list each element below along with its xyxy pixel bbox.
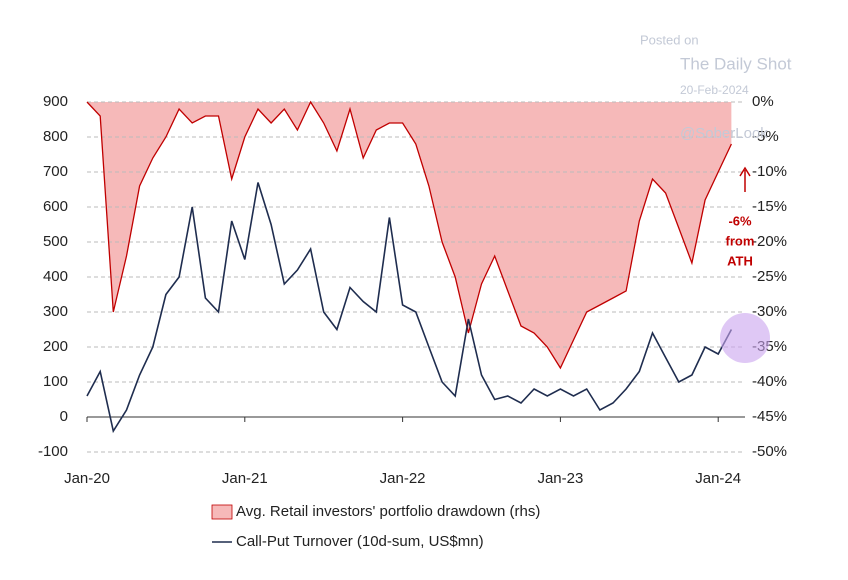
y2-tick-label: -5% (752, 128, 779, 145)
x-tick-label: Jan-24 (695, 470, 741, 487)
y-tick-label: 500 (43, 233, 68, 250)
y2-tick-label: -10% (752, 163, 787, 180)
watermark: The Daily Shot (680, 54, 792, 73)
y-tick-label: 400 (43, 268, 68, 285)
y-tick-label: 800 (43, 128, 68, 145)
watermark: @SoberLook (680, 125, 768, 142)
y-tick-label: 0 (60, 408, 68, 425)
y2-tick-label: -15% (752, 198, 787, 215)
annotation: -6% (728, 213, 752, 228)
y2-tick-label: 0% (752, 93, 774, 110)
area-edge (86, 100, 732, 370)
legend-label: Avg. Retail investors' portfolio drawdow… (236, 503, 540, 520)
x-tick-label: Jan-21 (222, 470, 268, 487)
x-tick-label: Jan-23 (537, 470, 583, 487)
y-tick-label: -100 (38, 443, 68, 460)
y2-tick-label: -50% (752, 443, 787, 460)
watermark: Posted on (640, 32, 699, 47)
y2-tick-label: -25% (752, 268, 787, 285)
y2-tick-label: -20% (752, 233, 787, 250)
line (86, 182, 733, 434)
plot: -100 0 100 200 300 400 500 600 700 800 900 0% -5% -10… (38, 93, 787, 487)
y2-tick-label: -45% (752, 408, 787, 425)
legend-swatch (211, 504, 233, 520)
y-tick-label: 700 (43, 163, 68, 180)
y-tick-label: 100 (43, 373, 68, 390)
y-tick-label: 200 (43, 338, 68, 355)
watermark: 20-Feb-2024 (680, 83, 749, 97)
x-tick-label: Jan-20 (64, 470, 110, 487)
y-tick-label: 300 (43, 303, 68, 320)
y2-tick-label: -40% (752, 373, 787, 390)
x-tick-label: Jan-22 (380, 470, 426, 487)
annotation: from (726, 233, 755, 248)
area (87, 102, 732, 368)
y-tick-label: 600 (43, 198, 68, 215)
legend-label: Call-Put Turnover (10d-sum, US$mn) (236, 533, 484, 550)
highlight-circle (720, 313, 770, 363)
annotation: ATH (727, 253, 753, 268)
y2-tick-label: -30% (752, 303, 787, 320)
y-tick-label: 900 (43, 93, 68, 110)
annotation-arrowhead (739, 166, 751, 177)
